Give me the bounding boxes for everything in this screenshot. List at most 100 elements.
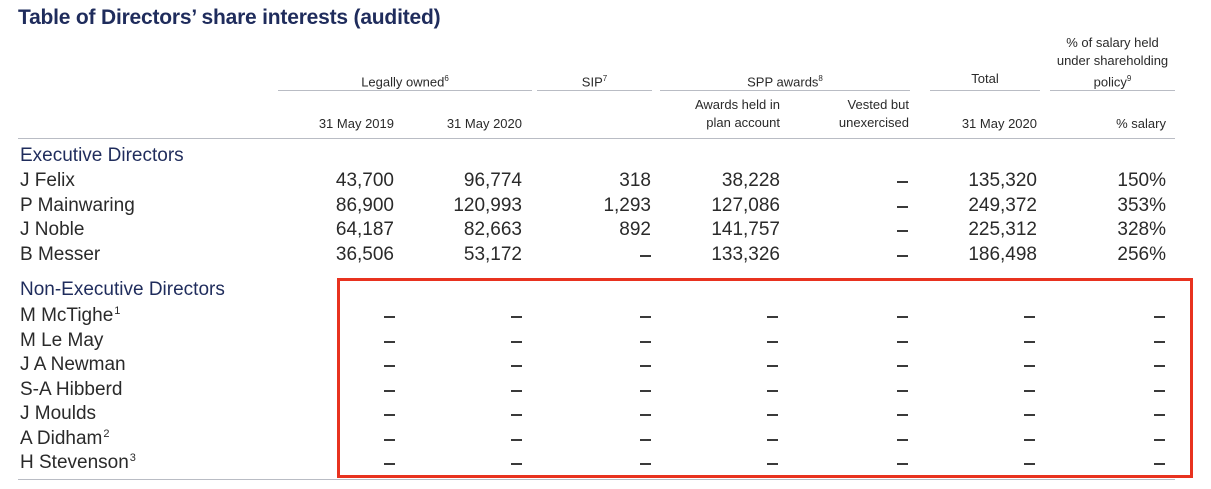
cell-total-dash — [1024, 316, 1035, 318]
cell-total-dash — [1024, 463, 1035, 465]
cell-2019-dash — [384, 439, 395, 441]
cell-2020-dash — [511, 365, 522, 367]
director-name: J Moulds — [20, 403, 97, 424]
table-row: H Stevenson3 — [0, 452, 1211, 476]
director-name: S-A Hibberd — [20, 379, 123, 400]
cell-2020: 120,993 — [453, 195, 522, 216]
cell-pct-salary-dash — [1154, 390, 1165, 392]
cell-pct-salary-dash — [1154, 414, 1165, 416]
director-name: J A Newman — [20, 354, 126, 375]
cell-2020: 82,663 — [463, 219, 522, 240]
header-sip: SIP7 — [581, 74, 608, 90]
cell-pct-salary: 150% — [1117, 170, 1166, 191]
cell-sip-dash — [640, 316, 651, 318]
cell-total: 225,312 — [968, 219, 1037, 240]
cell-vested-dash — [897, 439, 908, 441]
cell-2020-dash — [511, 341, 522, 343]
cell-pct-salary-dash — [1154, 463, 1165, 465]
cell-sip-dash — [640, 414, 651, 416]
cell-pct-salary-dash — [1154, 365, 1165, 367]
rule-total — [930, 90, 1040, 91]
rule-spp-awards — [660, 90, 910, 91]
table-row: J Felix 43,700 96,774 318 38,228 135,320 150% — [0, 170, 1211, 194]
cell-awards-held-dash — [767, 365, 778, 367]
cell-2019-dash — [384, 390, 395, 392]
cell-total-dash — [1024, 365, 1035, 367]
section-executive: Executive Directors — [20, 145, 184, 166]
rule-legally-owned — [278, 90, 532, 91]
table-row: S-A Hibberd — [0, 379, 1211, 403]
cell-vested-dash — [897, 230, 908, 232]
cell-vested-dash — [897, 390, 908, 392]
subheader-awards-held: Awards held in plan account — [694, 97, 780, 130]
cell-2019: 86,900 — [335, 195, 394, 216]
director-name: A Didham2 — [20, 428, 110, 449]
cell-awards-held: 133,326 — [711, 244, 780, 265]
table-row: A Didham2 — [0, 428, 1211, 452]
cell-2019-dash — [384, 316, 395, 318]
cell-vested-dash — [897, 316, 908, 318]
cell-2020: 96,774 — [463, 170, 522, 191]
cell-total: 186,498 — [968, 244, 1037, 265]
subheader-total-2020: 31 May 2020 — [961, 116, 1037, 131]
cell-total-dash — [1024, 439, 1035, 441]
cell-awards-held: 38,228 — [721, 170, 780, 191]
cell-total-dash — [1024, 341, 1035, 343]
cell-2020-dash — [511, 390, 522, 392]
subheader-vested: Vested but unexercised — [838, 97, 909, 130]
cell-2019-dash — [384, 463, 395, 465]
cell-awards-held-dash — [767, 390, 778, 392]
cell-pct-salary-dash — [1154, 439, 1165, 441]
cell-2019-dash — [384, 341, 395, 343]
cell-sip-dash — [640, 390, 651, 392]
table-row: P Mainwaring 86,900 120,993 1,293 127,086 249… — [0, 195, 1211, 219]
director-name: B Messer — [20, 244, 101, 265]
table-row: M Le May — [0, 330, 1211, 354]
highlight-box — [337, 278, 1193, 478]
subheader-2020: 31 May 2020 — [446, 116, 522, 131]
cell-awards-held: 141,757 — [711, 219, 780, 240]
cell-vested-dash — [897, 181, 908, 183]
cell-vested-dash — [897, 463, 908, 465]
table-row: B Messer 36,506 53,172 133,326 186,498 256% — [0, 244, 1211, 268]
header-legally-owned: Legally owned6 — [361, 74, 449, 90]
director-name: J Felix — [20, 170, 75, 191]
cell-2019: 43,700 — [335, 170, 394, 191]
cell-sip: 1,293 — [603, 195, 651, 216]
cell-2020-dash — [511, 414, 522, 416]
cell-total-dash — [1024, 414, 1035, 416]
cell-awards-held-dash — [767, 341, 778, 343]
cell-vested-dash — [897, 341, 908, 343]
cell-sip-dash — [640, 439, 651, 441]
cell-pct-salary-dash — [1154, 341, 1165, 343]
header-total: Total — [971, 71, 999, 86]
cell-total: 135,320 — [968, 170, 1037, 191]
header-salary-policy: % of salary held under shareholding poli… — [1056, 35, 1169, 90]
cell-2020: 53,172 — [463, 244, 522, 265]
cell-awards-held-dash — [767, 316, 778, 318]
cell-2020-dash — [511, 463, 522, 465]
subheader-pct-salary: % salary — [1116, 116, 1166, 131]
cell-2020-dash — [511, 316, 522, 318]
cell-pct-salary-dash — [1154, 316, 1165, 318]
cell-vested-dash — [897, 255, 908, 257]
director-name: P Mainwaring — [20, 195, 135, 216]
cell-total: 249,372 — [968, 195, 1037, 216]
subheader-2019: 31 May 2019 — [318, 116, 394, 131]
cell-vested-dash — [897, 365, 908, 367]
cell-2019: 36,506 — [335, 244, 394, 265]
cell-2020-dash — [511, 439, 522, 441]
cell-awards-held-dash — [767, 439, 778, 441]
table-row: J Noble 64,187 82,663 892 141,757 225,312 328% — [0, 219, 1211, 243]
cell-pct-salary: 328% — [1117, 219, 1166, 240]
cell-awards-held: 127,086 — [711, 195, 780, 216]
table-bottom-rule — [18, 479, 1175, 480]
cell-total-dash — [1024, 390, 1035, 392]
table-row: J A Newman — [0, 354, 1211, 378]
cell-vested-dash — [897, 414, 908, 416]
director-name: J Noble — [20, 219, 85, 240]
cell-pct-salary: 353% — [1117, 195, 1166, 216]
director-name: M Le May — [20, 330, 104, 351]
table-top-rule — [18, 138, 1175, 139]
table-row: J Moulds — [0, 403, 1211, 427]
